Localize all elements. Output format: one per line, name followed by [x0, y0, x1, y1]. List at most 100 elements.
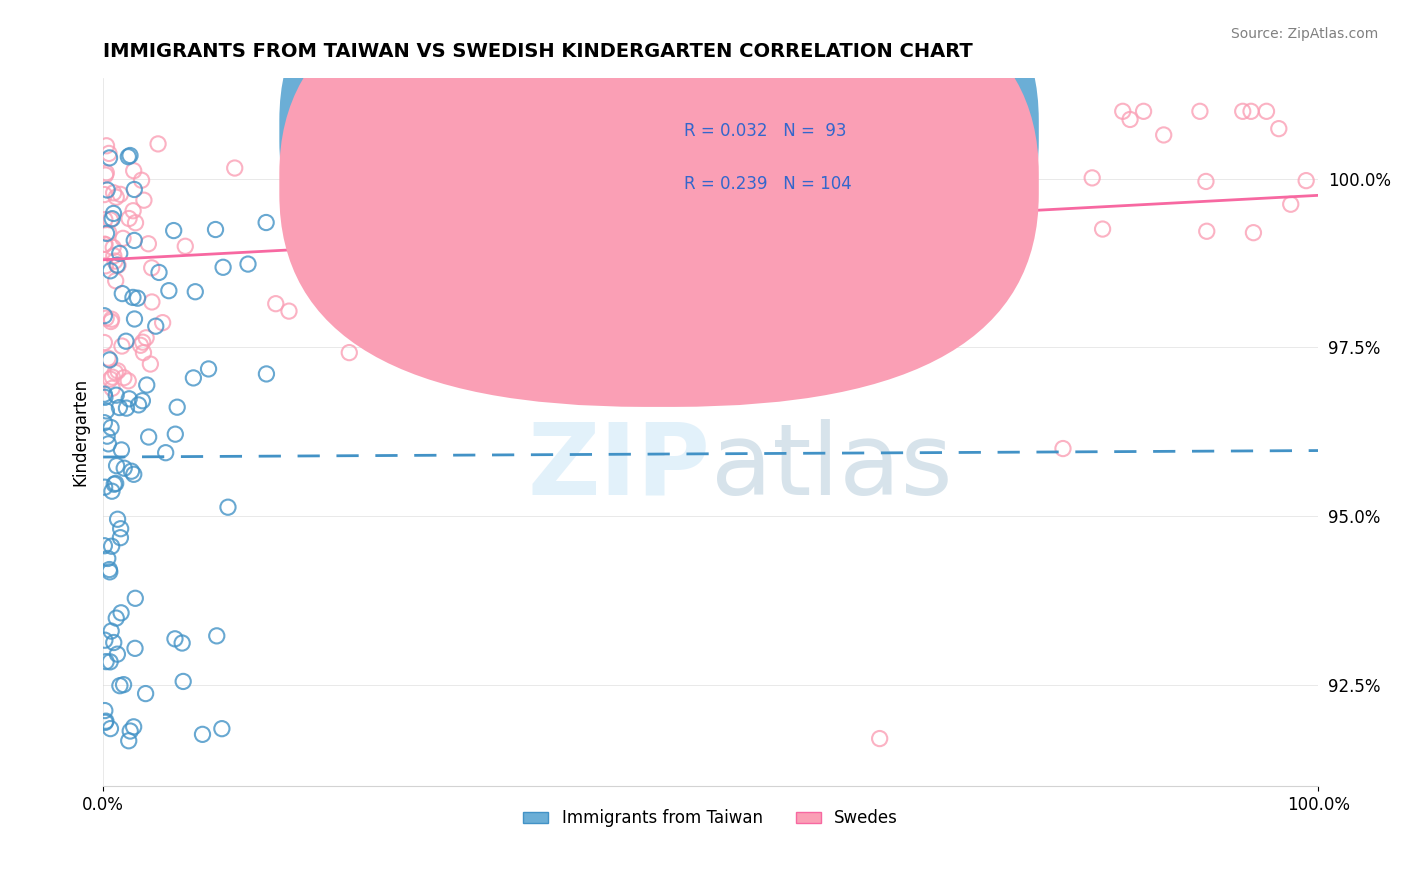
Point — [97, 226, 120, 240]
Point — [172, 636, 194, 650]
Point — [1091, 222, 1114, 236]
Point — [94, 655, 117, 669]
Point — [122, 467, 145, 482]
Point — [101, 211, 124, 226]
Point — [97, 146, 120, 161]
Point — [107, 512, 129, 526]
Point — [184, 285, 207, 299]
Point — [502, 311, 524, 326]
Point — [122, 234, 145, 248]
Point — [122, 720, 145, 734]
Point — [93, 539, 115, 553]
Point — [124, 591, 146, 606]
Point — [152, 316, 174, 330]
Point — [254, 215, 277, 229]
Point — [657, 308, 679, 322]
Point — [772, 171, 794, 186]
Point — [620, 148, 643, 162]
Point — [236, 257, 259, 271]
Point — [565, 300, 588, 314]
Point — [124, 182, 146, 196]
Point — [100, 314, 122, 328]
Point — [148, 265, 170, 279]
Point — [98, 563, 121, 577]
Point — [900, 104, 922, 119]
Point — [647, 180, 669, 194]
Point — [541, 225, 564, 239]
Point — [96, 166, 118, 180]
Point — [104, 476, 127, 491]
Point — [124, 641, 146, 656]
Text: R = 0.032   N =  93: R = 0.032 N = 93 — [683, 121, 846, 140]
Point — [94, 390, 117, 404]
Point — [204, 222, 226, 236]
Point — [98, 352, 121, 367]
Point — [94, 704, 117, 718]
Text: R = 0.239   N = 104: R = 0.239 N = 104 — [683, 175, 852, 193]
Point — [128, 398, 150, 412]
Point — [100, 624, 122, 639]
Point — [103, 635, 125, 649]
Point — [94, 168, 117, 182]
Point — [100, 312, 122, 326]
Point — [1241, 226, 1264, 240]
Point — [103, 206, 125, 220]
Point — [105, 647, 128, 661]
Point — [110, 606, 132, 620]
Point — [174, 239, 197, 253]
Point — [118, 733, 141, 747]
Point — [100, 420, 122, 434]
Point — [138, 430, 160, 444]
Point — [104, 274, 127, 288]
Point — [94, 715, 117, 730]
Point — [108, 679, 131, 693]
Point — [664, 279, 686, 293]
Point — [131, 335, 153, 350]
Point — [1195, 224, 1218, 238]
Point — [110, 442, 132, 457]
Point — [103, 249, 125, 263]
Point — [529, 185, 551, 199]
Point — [211, 722, 233, 736]
Point — [93, 480, 115, 494]
Point — [98, 655, 121, 669]
Point — [110, 531, 132, 545]
FancyBboxPatch shape — [280, 0, 1039, 407]
Point — [111, 339, 134, 353]
Point — [100, 722, 122, 736]
Point — [96, 183, 118, 197]
Point — [107, 258, 129, 272]
Point — [110, 187, 132, 202]
Point — [117, 150, 139, 164]
Point — [1268, 121, 1291, 136]
Point — [157, 284, 180, 298]
Point — [98, 565, 121, 579]
Point — [1295, 173, 1317, 187]
Point — [515, 310, 537, 324]
Point — [97, 437, 120, 451]
Point — [101, 484, 124, 499]
Point — [278, 304, 301, 318]
Point — [101, 370, 124, 384]
Point — [96, 138, 118, 153]
Point — [163, 223, 186, 237]
Point — [127, 291, 149, 305]
Point — [93, 187, 115, 202]
Point — [94, 311, 117, 326]
Legend: Immigrants from Taiwan, Swedes: Immigrants from Taiwan, Swedes — [516, 803, 905, 834]
Point — [217, 500, 239, 515]
Point — [118, 392, 141, 406]
Point — [105, 458, 128, 473]
Point — [627, 187, 650, 202]
Point — [837, 136, 859, 150]
Point — [118, 148, 141, 162]
Point — [120, 464, 142, 478]
Point — [1256, 104, 1278, 119]
Text: IMMIGRANTS FROM TAIWAN VS SWEDISH KINDERGARTEN CORRELATION CHART: IMMIGRANTS FROM TAIWAN VS SWEDISH KINDER… — [103, 42, 973, 61]
Point — [94, 259, 117, 273]
Point — [115, 401, 138, 416]
Point — [112, 231, 135, 245]
Point — [118, 211, 141, 226]
Point — [112, 461, 135, 475]
Point — [108, 401, 131, 415]
